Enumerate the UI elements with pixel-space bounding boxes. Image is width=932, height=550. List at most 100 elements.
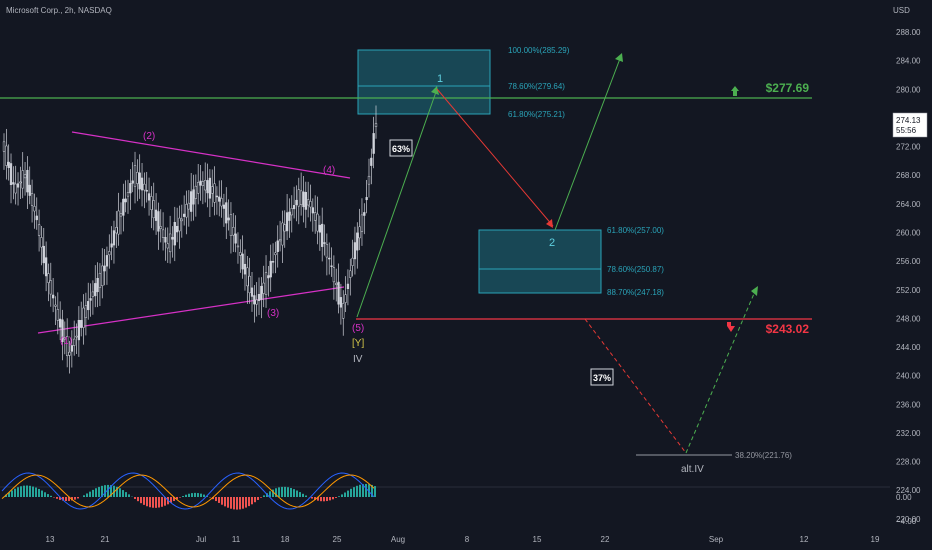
macd-bar: [128, 494, 130, 497]
projection-up-1-head: [431, 86, 439, 95]
price-series: [2, 105, 378, 374]
alt-projection-up: [685, 288, 757, 454]
candle-body: [344, 294, 347, 303]
macd-bar: [251, 497, 253, 505]
candle-body: [225, 202, 228, 224]
wave-label-2: (2): [143, 131, 155, 142]
macd-bar: [149, 497, 151, 508]
candle-body: [269, 260, 272, 278]
candle-body: [44, 257, 48, 277]
macd-bar: [233, 497, 235, 510]
macd-bar: [182, 496, 184, 497]
candle-body: [103, 265, 106, 272]
candle-body: [218, 196, 221, 202]
candle-body: [190, 191, 193, 212]
candle-body: [323, 242, 326, 244]
price-tick: 240.00: [896, 372, 921, 381]
macd-bar: [194, 492, 196, 497]
signal-line: [1, 474, 375, 508]
candle-body: [187, 202, 190, 210]
candle-body: [166, 243, 169, 249]
macd-bar: [140, 497, 142, 504]
macd-bar: [329, 497, 331, 501]
candle-body: [367, 175, 371, 185]
macd-bar: [326, 497, 328, 502]
macd-bar: [224, 497, 226, 507]
macd-bar: [179, 497, 181, 498]
candle-body: [133, 165, 137, 187]
time-tick: 13: [46, 535, 55, 544]
macd-bar: [173, 497, 175, 501]
candle-body: [321, 223, 324, 247]
candle-body: [363, 212, 366, 216]
time-tick: 18: [281, 535, 290, 544]
candle-body: [246, 267, 249, 287]
current-price-tag: [892, 112, 928, 138]
macd-bar: [65, 497, 67, 501]
macd-bar: [212, 497, 214, 500]
macd-bar: [29, 485, 31, 497]
candle-body: [351, 257, 354, 266]
projection-down-2-head: [546, 219, 553, 228]
candle-body: [157, 211, 160, 232]
fib-label-middle-3: 88.70%(247.18): [607, 288, 664, 297]
candle-body: [185, 204, 188, 218]
macd-bar: [356, 485, 358, 497]
macd-bar: [311, 497, 313, 499]
candle-body: [234, 233, 237, 244]
probability-primary: 63%: [392, 144, 410, 154]
macd-bar: [98, 486, 100, 497]
candle-body: [248, 275, 251, 294]
candle-body: [47, 273, 50, 283]
candle-body: [35, 215, 38, 221]
candle-body: [124, 198, 127, 203]
macd-bar: [59, 497, 61, 500]
candle-body: [370, 157, 373, 166]
candle-body: [201, 181, 205, 186]
macd-bar: [41, 490, 43, 497]
macd-bar: [335, 497, 337, 498]
candle-body: [147, 193, 151, 201]
probability-alt-box: [590, 368, 614, 386]
candle-body: [77, 319, 81, 341]
macd-bar: [296, 490, 298, 497]
macd-bar: [62, 497, 64, 501]
candle-body: [213, 183, 216, 203]
candle-body: [37, 224, 41, 236]
time-axis[interactable]: 13 21 Jul 11 18 25 Aug 8 15 22 Sep 12 19: [46, 535, 880, 544]
time-tick: 8: [465, 535, 470, 544]
candle-body: [307, 199, 310, 206]
macd-bar: [158, 497, 160, 508]
up-arrow-icon: [731, 86, 739, 96]
macd-bar: [203, 494, 205, 497]
wave-label-4: (4): [323, 165, 335, 176]
candle-body: [349, 270, 352, 278]
macd-bar: [353, 487, 355, 497]
macd-bar: [314, 497, 316, 500]
macd-bar: [14, 488, 16, 497]
candle-body: [80, 320, 83, 328]
candle-body: [267, 275, 270, 279]
candle-body: [126, 192, 130, 197]
time-tick: Aug: [391, 535, 405, 544]
candle-body: [33, 206, 36, 212]
macd-bar: [197, 493, 199, 497]
candle-body: [278, 239, 282, 242]
macd-bar: [272, 489, 274, 497]
candle-body: [332, 267, 336, 283]
time-tick: Jul: [196, 535, 206, 544]
candle-body: [274, 252, 277, 256]
indicator-axis[interactable]: 0.00 −4.00: [896, 493, 917, 526]
macd-bar: [278, 487, 280, 497]
macd-bar: [170, 497, 172, 503]
macd-bar: [344, 492, 346, 497]
macd-bar: [191, 493, 193, 497]
macd-bar: [320, 497, 322, 502]
candle-body: [302, 191, 305, 208]
wave-label-y: [Y]: [352, 338, 364, 349]
macd-bar: [299, 492, 301, 497]
price-tick: 228.00: [896, 458, 921, 467]
macd-bar: [89, 491, 91, 497]
candle-body: [68, 351, 71, 356]
